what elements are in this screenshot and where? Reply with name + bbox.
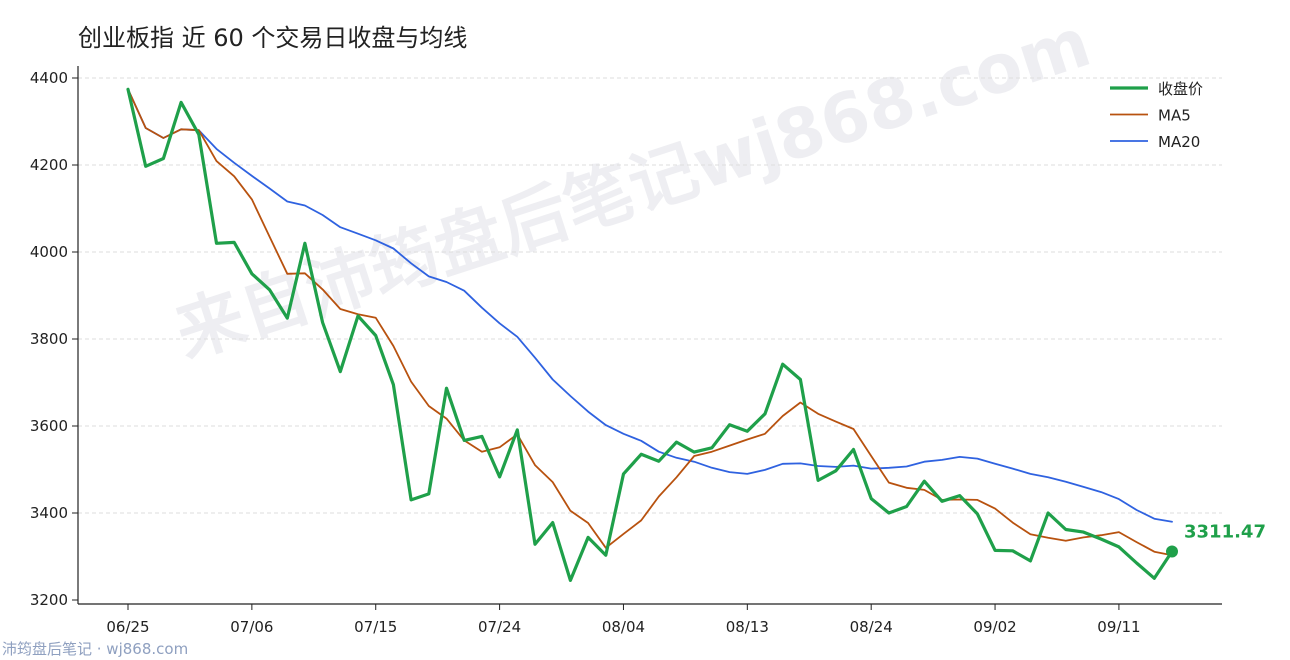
x-tick-label: 07/24 <box>478 618 521 636</box>
y-tick-label: 3800 <box>30 330 68 348</box>
y-tick-label: 3400 <box>30 504 68 522</box>
legend-label: 收盘价 <box>1158 80 1203 98</box>
legend-label: MA5 <box>1158 107 1191 125</box>
y-tick-label: 3200 <box>30 591 68 609</box>
x-tick-label: 07/15 <box>354 618 397 636</box>
x-tick-label: 08/24 <box>850 618 893 636</box>
y-tick-label: 4400 <box>30 69 68 87</box>
legend: 收盘价 MA5 MA20 <box>1110 80 1203 151</box>
x-tick-label: 09/11 <box>1097 618 1140 636</box>
last-point-marker <box>1166 545 1178 558</box>
series-close-line <box>126 87 1174 583</box>
watermark: 来自沛筠盘后笔记wj868.com <box>166 3 1099 373</box>
x-tick-label: 07/06 <box>230 618 273 636</box>
x-tick-label: 08/13 <box>726 618 769 636</box>
y-tick-label: 4000 <box>30 243 68 261</box>
legend-label: MA20 <box>1158 133 1200 151</box>
last-value-label: 3311.47 <box>1184 522 1266 543</box>
x-tick-label: 06/25 <box>106 618 149 636</box>
series-ma5-line <box>127 88 1173 557</box>
watermark-text: 来自沛筠盘后笔记wj868.com <box>166 3 1099 373</box>
grid <box>78 77 1222 514</box>
series: 3311.47 <box>126 87 1266 583</box>
footer-credit: 沛筠盘后笔记 · wj868.com <box>2 640 189 658</box>
axes: 3200 3400 3600 3800 4000 4200 4400 06/25 07/06 07… <box>30 66 1222 636</box>
x-tick-label: 09/02 <box>973 618 1016 636</box>
y-tick-label: 4200 <box>30 156 68 174</box>
series-ma20-line <box>127 88 1173 523</box>
x-tick-label: 08/04 <box>602 618 645 636</box>
y-tick-label: 3600 <box>30 417 68 435</box>
chart-title: 创业板指 近 60 个交易日收盘与均线 <box>78 24 468 52</box>
